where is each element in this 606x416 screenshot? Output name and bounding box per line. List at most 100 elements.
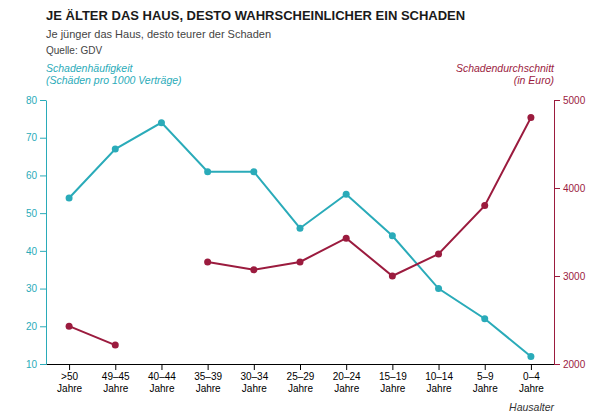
tick: 40	[26, 246, 46, 257]
tick: 3000	[554, 271, 586, 282]
text-line: >50	[61, 371, 78, 382]
point	[435, 285, 442, 292]
tick-mark	[40, 289, 46, 290]
plot: >50Jahre49–45Jahre40–44Jahre35–39Jahre30…	[26, 95, 586, 394]
tick: 0–4Jahre	[519, 364, 544, 394]
point	[343, 191, 350, 198]
text-line: 35–39	[194, 371, 222, 382]
tick-mark	[208, 364, 209, 370]
tick-mark	[254, 364, 255, 370]
tick: 70	[26, 132, 46, 143]
tick: 20–24Jahre	[333, 364, 361, 394]
tick-mark	[161, 364, 162, 370]
tick-label: 60	[26, 170, 38, 181]
x-axis: >50Jahre49–45Jahre40–44Jahre35–39Jahre30…	[47, 364, 555, 394]
tick-label: 2000	[563, 359, 586, 370]
tick-label: 80	[26, 95, 38, 106]
point	[204, 258, 211, 265]
tick-label: 20–24Jahre	[333, 371, 361, 394]
text-line: Jahre	[427, 383, 452, 394]
point	[389, 232, 396, 239]
tick-label: 40–44Jahre	[148, 371, 176, 394]
tick: 10	[26, 359, 46, 370]
tick: 49–45Jahre	[102, 364, 130, 394]
tick-label: 4000	[563, 183, 586, 194]
text-line: Jahre	[380, 383, 405, 394]
tick-label: 50	[26, 208, 38, 219]
tick: 30–34Jahre	[240, 364, 268, 394]
tick-label: 5–9Jahre	[473, 371, 498, 394]
tick-label: 30–34Jahre	[240, 371, 268, 394]
line	[69, 118, 531, 345]
point	[66, 195, 73, 202]
tick-mark	[40, 100, 46, 101]
tick: 5000	[554, 95, 586, 106]
text-line: Jahre	[288, 383, 313, 394]
tick-mark	[40, 138, 46, 139]
point	[527, 114, 534, 121]
text-line: Schadenhäufigkeit	[46, 62, 133, 74]
tick: 25–29Jahre	[287, 364, 315, 394]
point	[343, 235, 350, 242]
tick: 80	[26, 95, 46, 106]
point	[250, 168, 257, 175]
tick: >50Jahre	[57, 364, 82, 394]
point	[297, 225, 304, 232]
point	[527, 353, 534, 360]
point	[158, 119, 165, 126]
text-line: 49–45	[102, 371, 130, 382]
text-line: 0–4	[523, 371, 540, 382]
tick: 4000	[554, 183, 586, 194]
point	[66, 323, 73, 330]
point	[481, 202, 488, 209]
tick-mark	[40, 213, 46, 214]
text-line: 5–9	[477, 371, 494, 382]
point	[112, 146, 119, 153]
tick-label: 10–14Jahre	[425, 371, 453, 394]
tick-label: 25–29Jahre	[287, 371, 315, 394]
text-line: Jahre	[334, 383, 359, 394]
tick-label: 49–45Jahre	[102, 371, 130, 394]
tick-label: 5000	[563, 95, 586, 106]
point	[297, 258, 304, 265]
tick-mark	[554, 364, 560, 365]
annotation: Schadenhäufigkeit(Schäden pro 1000 Vertr…	[46, 62, 182, 86]
tick: 60	[26, 170, 46, 181]
text-line: 15–19	[379, 371, 407, 382]
text-line: Jahre	[519, 383, 544, 394]
marks	[66, 114, 535, 360]
title: JE ÄLTER DAS HAUS, DESTO WAHRSCHEINLICHE…	[46, 8, 465, 23]
tick-mark	[346, 364, 347, 370]
tick-mark	[554, 188, 560, 189]
text-line: Jahre	[149, 383, 174, 394]
point	[204, 168, 211, 175]
tick-mark	[69, 364, 70, 370]
text-line: 40–44	[148, 371, 176, 382]
tick: 30	[26, 283, 46, 294]
line	[69, 123, 531, 357]
tick-mark	[531, 364, 532, 370]
tick-mark	[40, 251, 46, 252]
tick: 20	[26, 321, 46, 332]
source: Quelle: GDV	[46, 45, 102, 56]
tick-label: >50Jahre	[57, 371, 82, 394]
tick-mark	[40, 326, 46, 327]
chart: JE ÄLTER DAS HAUS, DESTO WAHRSCHEINLICHE…	[0, 0, 606, 416]
text-line: (Schäden pro 1000 Verträge)	[46, 74, 182, 86]
tick-label: 40	[26, 246, 38, 257]
tick-label: 15–19Jahre	[379, 371, 407, 394]
y-axis: 10 20 30 40 50 60 70 80	[26, 95, 47, 370]
axis-line	[46, 101, 47, 365]
tick-label: 20	[26, 321, 38, 332]
subtitle: Je jünger das Haus, desto teurer der Sch…	[46, 28, 271, 40]
point	[481, 315, 488, 322]
tick-mark	[40, 364, 46, 365]
tick-mark	[439, 364, 440, 370]
text-line: Jahre	[473, 383, 498, 394]
tick-label: 30	[26, 283, 38, 294]
tick-label: 10	[26, 359, 38, 370]
tick-mark	[40, 175, 46, 176]
text-line: Jahre	[242, 383, 267, 394]
text-line: Jahre	[196, 383, 221, 394]
tick-mark	[485, 364, 486, 370]
